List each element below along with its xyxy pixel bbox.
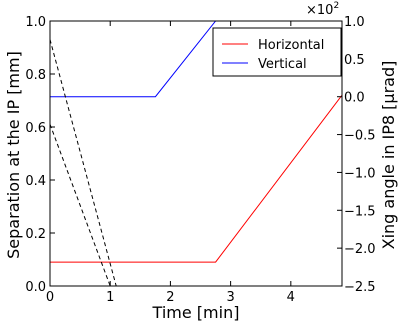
right-axis-multiplier: ×102 — [306, 1, 339, 18]
legend-box — [212, 27, 342, 77]
y-right-tick-label: −2.5 — [344, 280, 376, 295]
series-layer — [50, 21, 342, 286]
plot-frame — [49, 20, 343, 287]
y-right-tick-label: −2.0 — [344, 242, 376, 257]
y-right-tick-label: −0.5 — [344, 129, 376, 144]
y-left-tick-label: 1.0 — [25, 15, 46, 30]
y-right-tick-label: 0.0 — [344, 91, 365, 106]
series-horizontal-line — [50, 94, 342, 263]
y-right-tick-label: 0.5 — [344, 53, 365, 68]
y-left-tick-label: 0.8 — [25, 68, 46, 83]
x-tick-label: 4 — [287, 290, 295, 305]
legend: Horizontal Vertical — [212, 27, 342, 77]
y-right-tick-label: −1.0 — [344, 166, 376, 181]
y-axis-label-right: Xing angle in IP8 [μrad] — [379, 61, 398, 250]
y-left-tick-label: 0.0 — [25, 280, 46, 295]
y-left-tick-label: 0.6 — [25, 121, 46, 136]
y-axis-label-left: Separation at the IP [mm] — [4, 51, 23, 259]
dashed-guide-line-3 — [50, 124, 111, 286]
x-tick-label: 1 — [106, 290, 114, 305]
x-tick-label: 0 — [46, 290, 54, 305]
y-left-tick-label: 0.2 — [25, 227, 46, 242]
y-left-tick-label: 0.4 — [25, 174, 46, 189]
y-right-tick-label: −1.5 — [344, 204, 376, 219]
x-tick-label: 2 — [166, 290, 174, 305]
dashed-guide-line-2 — [50, 39, 117, 286]
legend-label-vertical: Vertical — [258, 57, 307, 72]
series-vertical-line — [50, 21, 216, 98]
legend-label-horizontal: Horizontal — [258, 38, 324, 53]
x-tick-label: 3 — [226, 290, 234, 305]
ticks-layer: 0 1 2 3 4 0.0 0.2 0.4 0.6 0.8 1.0 −2.5 −2.0 −1.5 −1.0 −… — [25, 15, 375, 305]
x-axis-label: Time [min] — [152, 303, 240, 322]
y-right-tick-label: 1.0 — [344, 15, 365, 30]
